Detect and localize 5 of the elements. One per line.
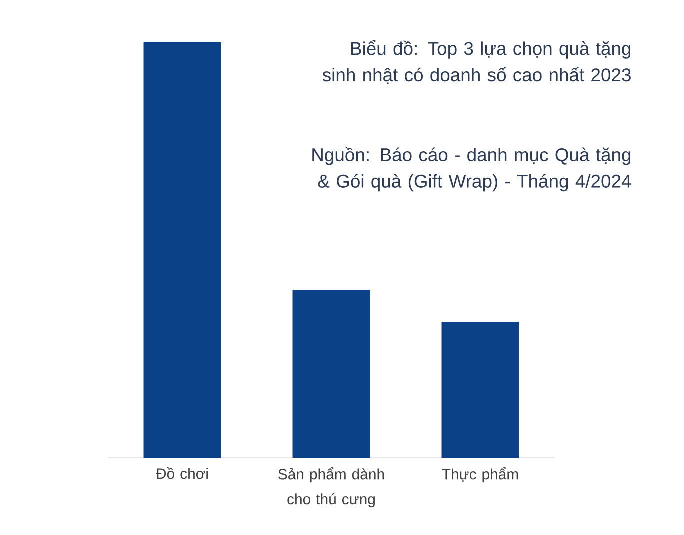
x-tick-label: Sản phẩm dành cho thú cưng bbox=[278, 468, 384, 508]
x-tick-label: Đồ chơi bbox=[156, 468, 208, 480]
text: Biểu đồ: Top 3 lựa chọn quà tặng sinh nhật có doanh số cao nhất 2023 bbox=[322, 40, 631, 84]
annotation: Nguồn: Báo cáo - danh mục Quà tặng & Gói quà (Gift Wrap) - Tháng 4/2024 bbox=[312, 147, 632, 192]
x-tick-label: Thực phẩm bbox=[442, 468, 518, 483]
